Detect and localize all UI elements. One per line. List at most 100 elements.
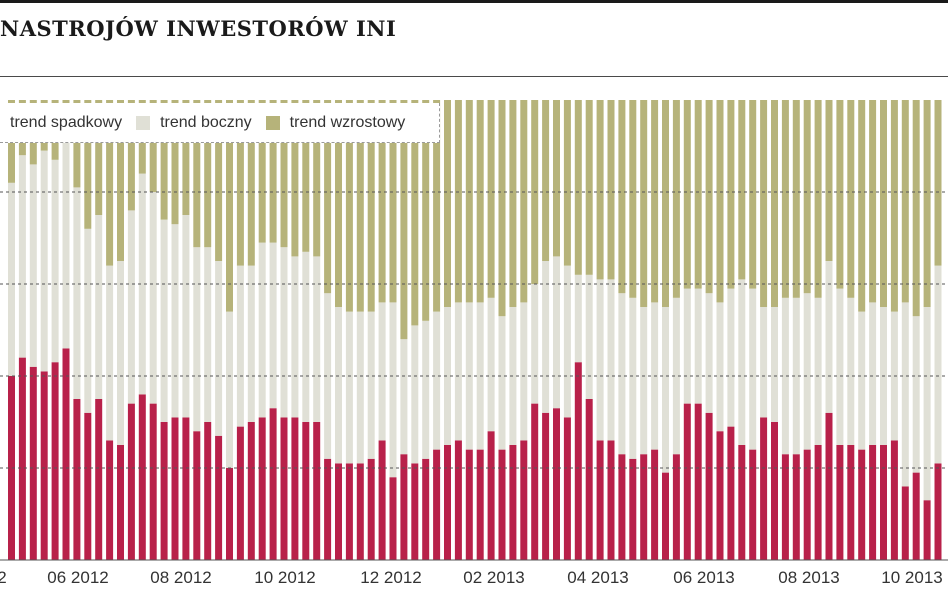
bar-wzrostowy <box>596 100 604 280</box>
bar-boczny <box>422 320 430 459</box>
bar-spadkowy <box>291 417 299 560</box>
bar-boczny <box>313 256 321 422</box>
bar-spadkowy <box>923 500 931 560</box>
bar-spadkowy <box>509 445 517 560</box>
bar-spadkowy <box>378 440 386 560</box>
bar-spadkowy <box>160 422 168 560</box>
bar-wzrostowy <box>934 100 942 266</box>
legend-label-boczny: trend boczny <box>160 113 252 131</box>
bars-group <box>8 100 942 560</box>
chart-title: NASTROJÓW INWESTORÓW INI <box>0 16 397 41</box>
bar-spadkowy <box>302 422 310 560</box>
bar-wzrostowy <box>291 100 299 257</box>
bar-spadkowy <box>836 445 844 560</box>
bar-spadkowy <box>607 440 615 560</box>
bar-spadkowy <box>531 403 539 560</box>
legend-item-boczny: trend boczny <box>136 114 252 132</box>
bar-spadkowy <box>814 445 822 560</box>
bar-spadkowy <box>422 458 430 560</box>
bar-spadkowy <box>934 463 942 560</box>
bar-wzrostowy <box>465 100 473 303</box>
bar-wzrostowy <box>302 100 310 252</box>
bar-spadkowy <box>542 412 550 560</box>
bar-wzrostowy <box>269 100 277 243</box>
bar-spadkowy <box>683 403 691 560</box>
bar-spadkowy <box>226 468 233 560</box>
bar-wzrostowy <box>226 100 233 312</box>
bar-spadkowy <box>400 454 408 560</box>
bar-spadkowy <box>781 454 789 560</box>
bar-boczny <box>215 261 223 436</box>
bar-boczny <box>781 297 789 455</box>
bar-spadkowy <box>51 362 59 560</box>
bar-spadkowy <box>313 422 321 560</box>
bar-boczny <box>563 265 571 418</box>
bar-wzrostowy <box>694 100 702 289</box>
bar-boczny <box>901 302 909 487</box>
bar-boczny <box>858 311 866 450</box>
bar-spadkowy <box>890 440 898 560</box>
x-tick-label: 04 2013 <box>567 568 629 587</box>
bar-wzrostowy <box>476 100 484 303</box>
legend: trend spadkowy trend boczny trend wzrost… <box>0 103 440 143</box>
bar-wzrostowy <box>117 100 124 261</box>
bar-boczny <box>411 325 419 464</box>
bar-boczny <box>683 288 691 404</box>
bar-wzrostowy <box>73 100 81 188</box>
bar-boczny <box>520 302 528 441</box>
bar-wzrostowy <box>771 100 778 307</box>
bar-boczny <box>738 279 746 445</box>
bar-spadkowy <box>236 426 244 560</box>
bar-spadkowy <box>324 458 332 560</box>
bar-boczny <box>814 297 822 445</box>
bar-spadkowy <box>182 417 190 560</box>
bar-spadkowy <box>465 449 473 560</box>
bar-spadkowy <box>487 431 495 560</box>
bar-boczny <box>531 284 539 404</box>
bar-boczny <box>836 288 844 445</box>
bar-spadkowy <box>149 403 157 560</box>
bar-wzrostowy <box>509 100 517 307</box>
bar-spadkowy <box>73 399 81 560</box>
bar-spadkowy <box>204 422 212 560</box>
bar-boczny <box>335 307 342 464</box>
bar-boczny <box>433 311 441 450</box>
bar-boczny <box>444 307 451 445</box>
x-tick-label: 2 <box>0 568 7 587</box>
bar-spadkowy <box>62 348 70 560</box>
bar-boczny <box>291 256 299 418</box>
bar-boczny <box>803 293 811 450</box>
bar-spadkowy <box>749 449 757 560</box>
x-tick-label: 06 2013 <box>673 568 735 587</box>
bar-wzrostowy <box>422 100 430 321</box>
bar-wzrostowy <box>901 100 909 303</box>
bar-spadkowy <box>18 357 26 560</box>
bar-spadkowy <box>825 412 833 560</box>
bar-wzrostowy <box>454 100 462 303</box>
bar-spadkowy <box>138 394 146 560</box>
bar-boczny <box>367 311 375 459</box>
bar-spadkowy <box>585 399 593 560</box>
bar-spadkowy <box>847 445 855 560</box>
bar-boczny <box>280 247 288 418</box>
x-tick-label: 10 2013 <box>881 568 943 587</box>
bar-boczny <box>574 274 582 363</box>
bar-spadkowy <box>171 417 179 560</box>
bar-wzrostowy <box>912 100 920 317</box>
bar-boczny <box>247 265 255 422</box>
x-tick-label: 08 2013 <box>778 568 840 587</box>
bar-wzrostowy <box>607 100 615 280</box>
bar-wzrostowy <box>662 100 669 307</box>
bar-wzrostowy <box>324 100 332 294</box>
bar-wzrostowy <box>345 100 353 312</box>
bar-boczny <box>847 297 855 445</box>
bar-wzrostowy <box>553 100 560 257</box>
legend-label-spadkowy: trend spadkowy <box>10 113 123 131</box>
bar-wzrostowy <box>858 100 866 312</box>
bar-wzrostowy <box>542 100 550 261</box>
bar-spadkowy <box>662 472 669 560</box>
bar-boczny <box>771 307 778 422</box>
bar-spadkowy <box>258 417 266 560</box>
bar-spadkowy <box>760 417 768 560</box>
bar-wzrostowy <box>182 100 190 215</box>
